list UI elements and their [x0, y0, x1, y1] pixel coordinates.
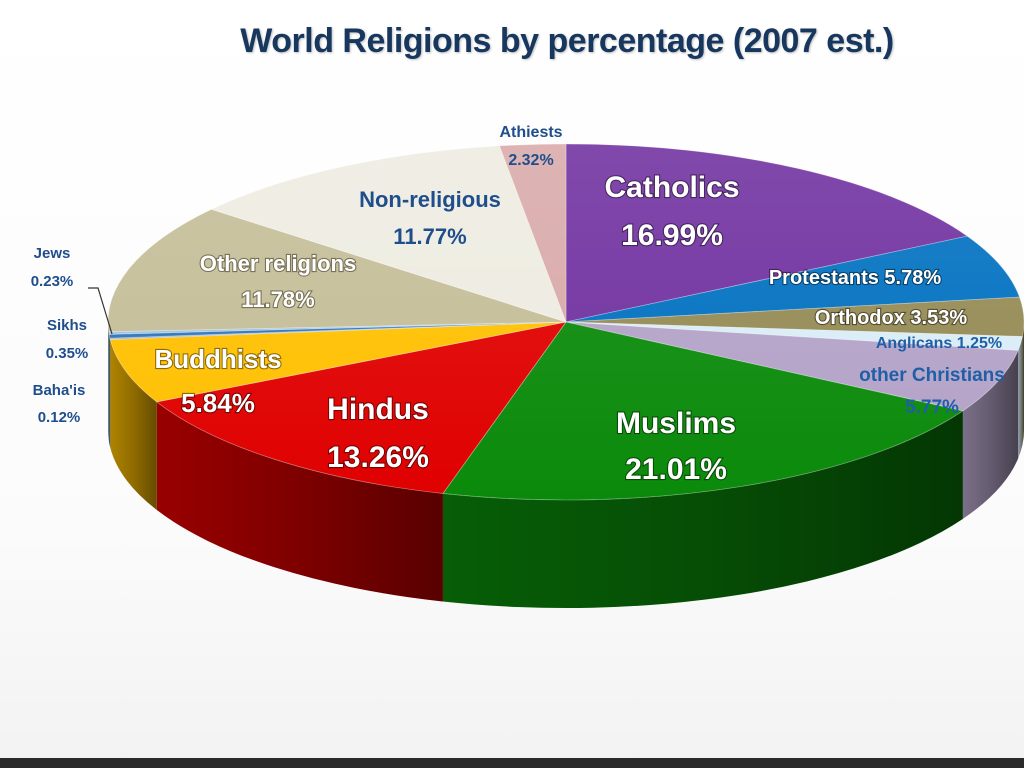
slice-value-jews: 0.23% — [31, 273, 74, 290]
slice-name-jews: Jews — [34, 245, 71, 262]
slice-label-protestants: Protestants 5.78% — [769, 267, 942, 289]
slice-value-other-christians: 5.77% — [905, 397, 959, 418]
pie-side-shade-muslims — [442, 410, 963, 608]
slice-name-hindus: Hindus — [327, 393, 429, 426]
leader-line-jews — [88, 287, 113, 335]
slice-value-baha-is: 0.12% — [38, 409, 81, 426]
slice-value-non-religious: 11.77% — [393, 224, 466, 249]
pie-top-shine — [108, 144, 1024, 500]
slice-value-athiests: 2.32% — [508, 152, 553, 169]
slice-value-sikhs: 0.35% — [46, 345, 89, 362]
slice-name-sikhs: Sikhs — [47, 317, 87, 334]
pie-side-shade-sikhs — [109, 334, 110, 447]
slice-value-other-religions: 11.78% — [241, 287, 314, 312]
slice-label-anglicans: Anglicans 1.25% — [876, 335, 1002, 352]
slice-name-other-religions: Other religions — [200, 251, 356, 276]
pie-side-shade-hindus — [156, 401, 443, 602]
slice-name-other-christians: other Christians — [859, 365, 1005, 386]
slice-label-orthodox: Orthodox 3.53% — [815, 307, 967, 329]
slice-name-athiests: Athiests — [499, 124, 562, 141]
pie-side-shade-anglicans — [1018, 336, 1023, 459]
slice-value-muslims: 21.01% — [625, 453, 727, 486]
slice-value-buddhists: 5.84% — [181, 388, 255, 418]
slice-value-catholics: 16.99% — [621, 219, 723, 252]
chart-title: World Religions by percentage (2007 est.… — [240, 22, 894, 60]
pie-side-shade-other-religions — [108, 322, 109, 440]
slice-name-muslims: Muslims — [616, 407, 736, 440]
bottom-frame-bar — [0, 758, 1024, 768]
pie-side-shade-other-christians — [962, 350, 1019, 519]
slice-name-non-religious: Non-religious — [359, 187, 501, 212]
slice-value-hindus: 13.26% — [327, 441, 429, 474]
slice-name-catholics: Catholics — [604, 171, 739, 204]
slice-name-buddhists: Buddhists — [154, 344, 281, 374]
slice-name-baha-is: Baha'is — [33, 382, 86, 399]
pie-side-shade-buddhists — [110, 339, 157, 510]
